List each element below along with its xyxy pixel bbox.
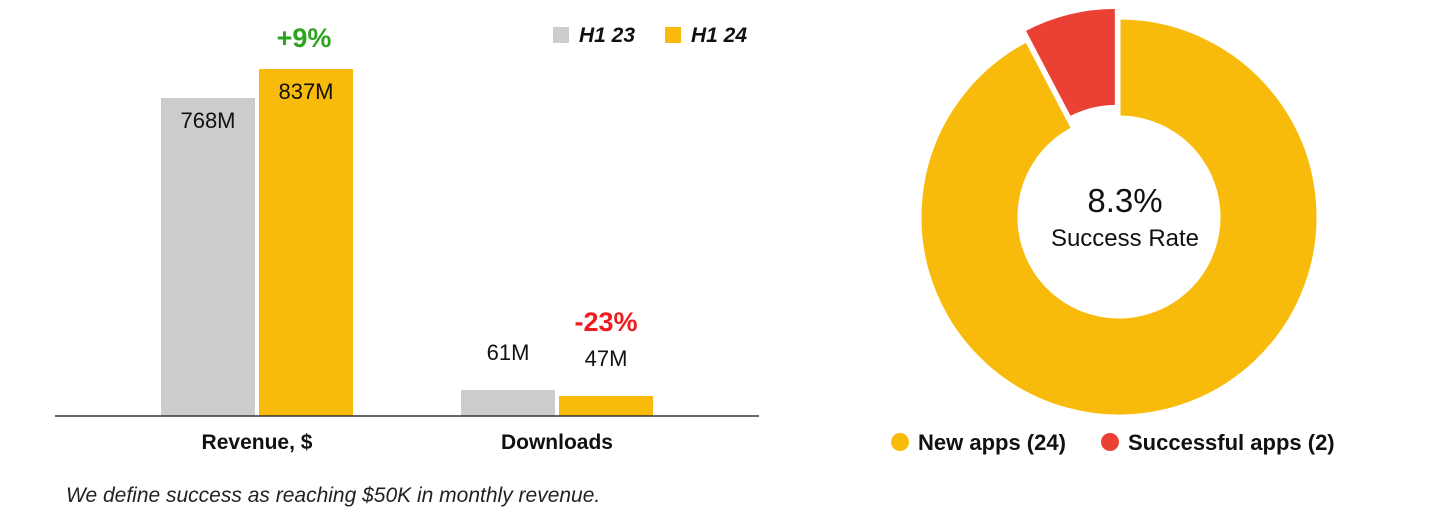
legend-dot [1101,433,1119,451]
legend-swatch [665,27,681,43]
x-tick-labels: Revenue, $ Downloads [202,431,613,454]
bar-h1-24-downloads [559,395,653,416]
bar-value-label: 47M [585,346,628,371]
x-tick-label: Revenue, $ [202,431,313,454]
bar-value-labels: 768M 61M 837M 47M [180,79,627,371]
bar-h1-24-revenue [259,69,353,416]
legend-label: Successful apps (2) [1128,430,1335,455]
bar-value-label: 768M [180,108,235,133]
footnote: We define success as reaching $50K in mo… [66,484,601,507]
legend-dot [891,433,909,451]
x-tick-label: Downloads [501,431,613,454]
bar-value-label: 61M [487,340,530,365]
donut-slice-new-apps [918,16,1320,418]
bar-h1-23-revenue [161,98,255,416]
donut-chart: 8.3% Success Rate New apps (24) Successfu… [891,5,1335,455]
bar-legend: H1 23 H1 24 [553,24,747,47]
bar-chart: H1 23 H1 24 +9% -23% 768M 61M 837M 47M Revenu… [55,23,759,454]
legend-label: New apps (24) [918,430,1066,455]
bar-value-label: 837M [278,79,333,104]
bars [161,69,653,416]
legend-label: H1 24 [691,24,747,47]
change-annotation: +9% [277,23,332,53]
donut-center-value: 8.3% [1087,182,1162,219]
donut-slice-successful-apps [1021,5,1118,120]
change-annotation: -23% [574,307,637,337]
donut-center-label: Success Rate [1051,225,1199,252]
donut-legend: New apps (24) Successful apps (2) [891,430,1335,455]
legend-swatch [553,27,569,43]
bar-annotations: +9% -23% [277,23,638,337]
bar-h1-23-downloads [461,390,555,416]
donut-slices [918,5,1320,418]
legend-label: H1 23 [579,24,635,47]
